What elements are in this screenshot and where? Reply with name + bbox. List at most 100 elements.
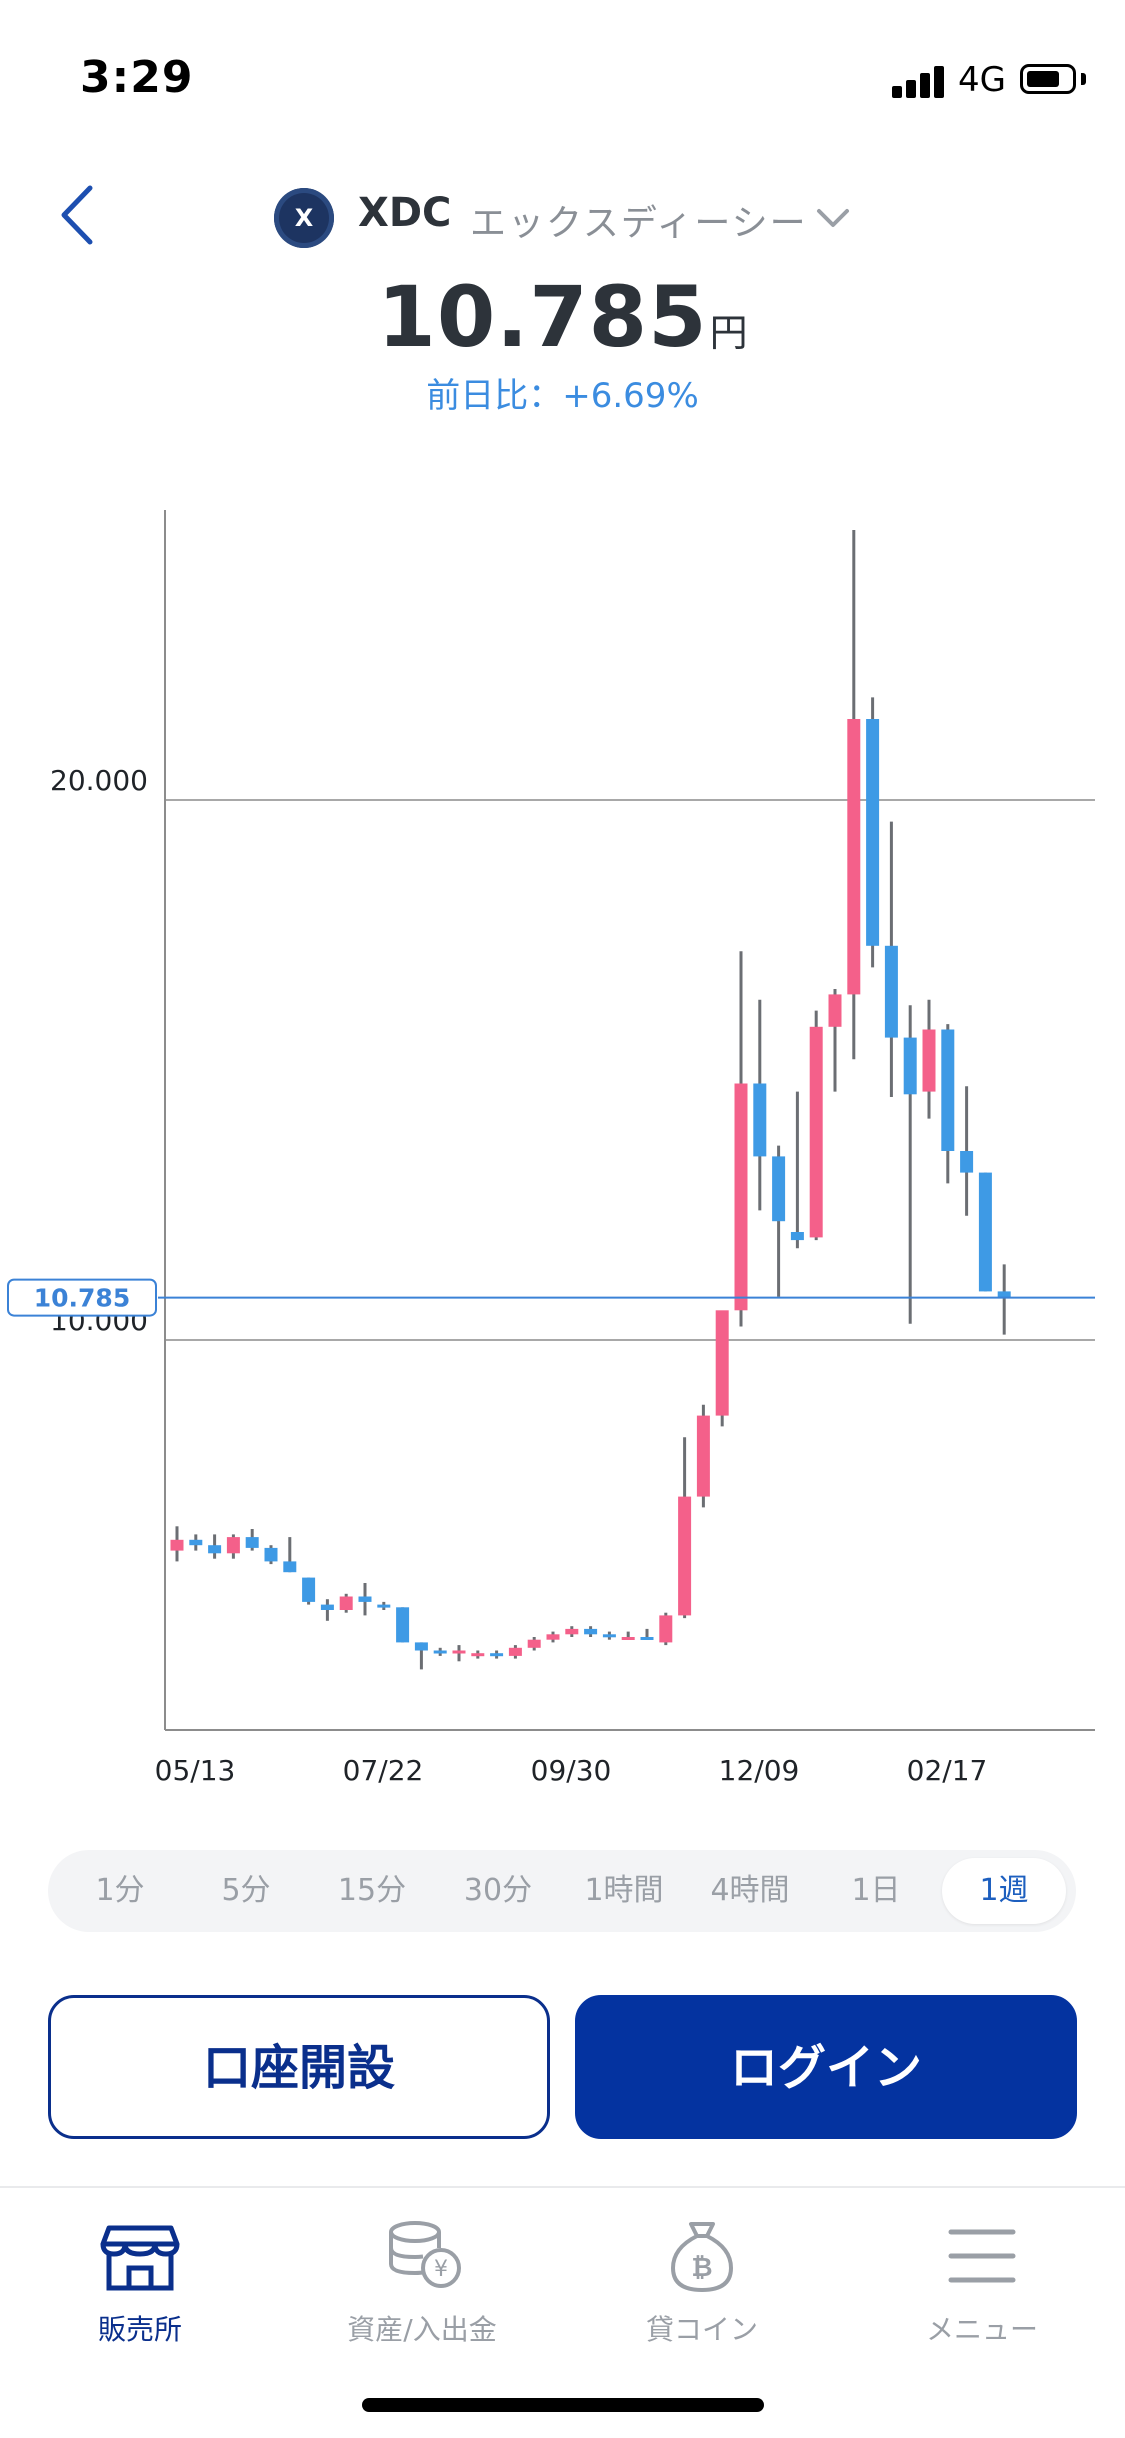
coin-selector[interactable]: X XDC エックスディーシー (0, 178, 1125, 258)
candle-body (884, 945, 898, 1038)
candle-body (189, 1539, 203, 1546)
candle-body (978, 1172, 992, 1292)
candle-body (226, 1537, 240, 1554)
price-unit: 円 (709, 311, 748, 355)
store-icon (100, 2225, 180, 2291)
candle-body (640, 1637, 654, 1640)
candle-body (302, 1577, 316, 1602)
x-tick-label: 07/22 (343, 1754, 424, 1787)
candle-body (753, 1083, 767, 1157)
x-tick-label: 02/17 (907, 1754, 988, 1787)
candle-body (358, 1596, 372, 1602)
candle-body (828, 994, 842, 1027)
candle-body (678, 1496, 692, 1616)
timeframe-1min[interactable]: 1分 (95, 1873, 145, 1908)
change-value: +6.69% (562, 376, 699, 416)
back-button[interactable] (52, 180, 112, 250)
price-change: 前日比：+6.69% (0, 368, 1125, 417)
candle-body (903, 1037, 917, 1095)
candle-body (565, 1628, 579, 1635)
x-tick-label: 05/13 (155, 1754, 236, 1787)
coin-logo: X (274, 188, 334, 248)
candle-body (377, 1604, 391, 1608)
timeframe-5min[interactable]: 5分 (221, 1873, 271, 1908)
hamburger-icon (948, 2229, 1016, 2283)
current-price-tag-label: 10.785 (34, 1284, 130, 1313)
timeframe-1week[interactable]: 1週 (942, 1858, 1066, 1924)
nav-item-shop[interactable]: 販売所 (30, 2218, 250, 2358)
status-bar: 3:29 4G (0, 0, 1125, 160)
nav-label-lending: 貸コイン (645, 2313, 758, 2346)
price-value: 10.785 (377, 268, 708, 366)
candle-body (790, 1232, 804, 1241)
coins-yen-icon: ¥ (389, 2221, 461, 2288)
home-indicator (362, 2398, 764, 2412)
candle-body (471, 1653, 485, 1657)
battery-cap (1081, 73, 1086, 85)
svg-text:₿: ₿ (691, 2253, 712, 2283)
x-tick-label: 09/30 (531, 1754, 612, 1787)
login-button[interactable]: ログイン (575, 1995, 1077, 2139)
nav-label-menu: メニュー (925, 2313, 1038, 2346)
candle-body (922, 1029, 936, 1092)
candle-body (546, 1634, 560, 1640)
candle-body (452, 1650, 466, 1654)
candle-body (602, 1634, 616, 1638)
bottom-nav: 販売所 ¥ 資産/入出金 ₿ 貸コイン メニュー (0, 2186, 1125, 2438)
nav-label-shop: 販売所 (97, 2313, 182, 2346)
candle-body (245, 1537, 259, 1548)
candle-body (866, 719, 880, 946)
status-time: 3:29 (80, 52, 194, 103)
timeframe-4hour[interactable]: 4時間 (710, 1873, 790, 1908)
candle-body (264, 1547, 278, 1562)
timeframe-1day[interactable]: 1日 (851, 1873, 901, 1908)
candle-body (847, 719, 861, 995)
candle-body (715, 1310, 729, 1416)
money-bag-bitcoin-icon: ₿ (670, 2222, 734, 2293)
nav-item-menu[interactable]: メニュー (872, 2218, 1092, 2358)
svg-text:¥: ¥ (434, 2257, 448, 2282)
candle-body (339, 1596, 353, 1610)
candle-body (696, 1415, 710, 1497)
candle-body (396, 1607, 410, 1643)
candle-body (490, 1653, 504, 1657)
chevron-left-icon (61, 185, 93, 245)
network-type: 4G (958, 60, 1006, 100)
timeframe-selector: 1分 5分 15分 30分 1時間 4時間 1日 1週 (48, 1850, 1076, 1932)
candle-body (433, 1650, 447, 1654)
coin-symbol: XDC (358, 190, 452, 236)
nav-item-lending[interactable]: ₿ 貸コイン (592, 2218, 812, 2358)
nav-label-assets: 資産/入出金 (347, 2313, 497, 2346)
open-account-button[interactable]: 口座開設 (48, 1995, 550, 2139)
candle-body (941, 1029, 955, 1151)
signal-icon (892, 66, 944, 98)
battery-icon (1020, 64, 1076, 94)
y-tick-label: 20.000 (50, 764, 148, 797)
candle-body (527, 1639, 541, 1648)
timeframe-30min[interactable]: 30分 (463, 1873, 533, 1908)
candle-body (320, 1604, 334, 1610)
candle-body (508, 1647, 522, 1656)
timeframe-15min[interactable]: 15分 (337, 1873, 407, 1908)
candle-body (809, 1026, 823, 1238)
candle-body (584, 1628, 598, 1635)
coin-name: エックスディーシー (470, 203, 808, 244)
timeframe-1hour[interactable]: 1時間 (584, 1873, 664, 1908)
candle-body (621, 1637, 635, 1640)
candle-body (170, 1539, 184, 1551)
candle-body (734, 1083, 748, 1311)
candle-body (997, 1291, 1011, 1298)
candle-body (772, 1156, 786, 1222)
candle-body (414, 1642, 428, 1651)
current-price-tag (7, 1278, 157, 1317)
candle-body (208, 1545, 222, 1554)
candle-body (960, 1151, 974, 1173)
nav-item-assets[interactable]: ¥ 資産/入出金 (312, 2218, 532, 2358)
change-label: 前日比： (426, 376, 563, 416)
chevron-down-icon[interactable] (813, 198, 853, 238)
x-tick-label: 12/09 (719, 1754, 800, 1787)
candle-body (659, 1615, 673, 1643)
candle-body (283, 1561, 297, 1573)
current-price: 10.785円 (0, 268, 1125, 366)
